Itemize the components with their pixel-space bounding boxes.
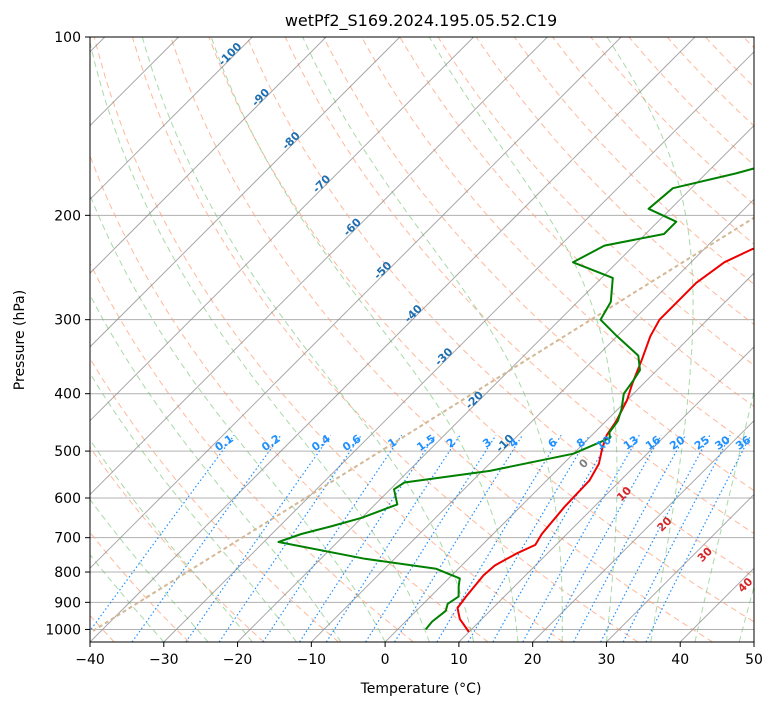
x-axis-label: Temperature (°C) <box>360 681 482 697</box>
y-tick-label: 900 <box>54 595 81 611</box>
y-tick-label: 200 <box>54 208 81 224</box>
y-tick-label: 500 <box>54 444 81 460</box>
chart-title: wetPf2_S169.2024.195.05.52.C19 <box>285 11 557 31</box>
x-tick-label: 50 <box>745 652 763 668</box>
x-tick-label: −20 <box>223 652 253 668</box>
y-tick-label: 400 <box>54 387 81 403</box>
x-tick-label: −40 <box>75 652 105 668</box>
figure-background <box>0 0 775 708</box>
y-tick-label: 300 <box>54 313 81 329</box>
y-axis-label: Pressure (hPa) <box>12 290 28 390</box>
y-tick-label: 1000 <box>45 622 81 638</box>
y-tick-label: 800 <box>54 565 81 581</box>
x-tick-label: −30 <box>149 652 179 668</box>
y-tick-label: 600 <box>54 491 81 507</box>
y-tick-label: 100 <box>54 30 81 46</box>
x-tick-label: 10 <box>450 652 468 668</box>
x-tick-label: 20 <box>524 652 542 668</box>
x-tick-label: 40 <box>671 652 689 668</box>
y-tick-label: 700 <box>54 531 81 547</box>
skewt-chart: wetPf2_S169.2024.195.05.52.C19 -100-90-8… <box>0 0 775 708</box>
x-tick-label: 30 <box>598 652 616 668</box>
x-tick-label: 0 <box>381 652 390 668</box>
x-tick-label: −10 <box>297 652 327 668</box>
